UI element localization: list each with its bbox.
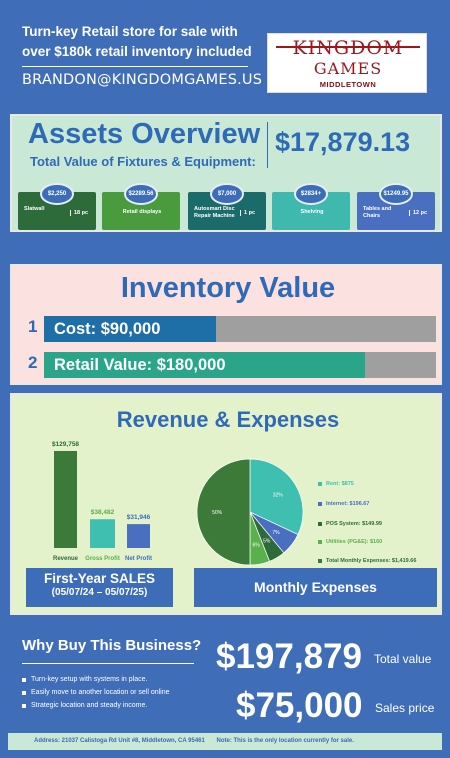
legend-swatch — [318, 502, 322, 506]
list-item: Strategic location and steady income. — [22, 699, 170, 712]
asset-qty: 1 pc — [240, 210, 255, 216]
footer-address: Address: 21037 Calistoga Rd Unit #8, Mid… — [34, 738, 205, 744]
bar-0 — [54, 451, 77, 548]
asset-label: Tables and Chairs — [363, 206, 392, 219]
sales-box-title: First-Year SALES — [43, 571, 156, 586]
logo-line2: GAMES — [313, 59, 383, 78]
bar-category-label: Gross Profit — [85, 556, 120, 562]
legend-label: POS System: $149.99 — [326, 521, 382, 527]
pie-slice-label: 5% — [263, 538, 271, 544]
asset-label: Shelving — [300, 209, 324, 215]
pie-slice-label: 32% — [273, 492, 284, 498]
bar-data-label: $38,482 — [91, 509, 115, 516]
legend-item: Rent: $875 — [318, 481, 354, 487]
revenue-title: Revenue & Expenses — [116, 407, 340, 432]
bullet-icon — [22, 703, 26, 708]
pie-slice-0 — [249, 458, 304, 536]
sword-icon — [276, 46, 420, 48]
bar-1 — [90, 519, 115, 548]
bullet-icon — [22, 690, 26, 695]
asset-badge: $2834+ — [294, 183, 328, 205]
list-item: Turn-key setup with systems in place. — [22, 673, 170, 686]
bullet-icon — [22, 677, 26, 682]
footer-note: Note: This is the only location currentl… — [216, 738, 354, 744]
asset-label: Retail displays — [122, 209, 162, 215]
inventory-bar-track-2: Retail Value: $180,000 — [44, 352, 436, 378]
pie-slice-4 — [196, 458, 251, 566]
asset-badge: $7,000 — [210, 183, 244, 205]
assets-title: Assets Overview — [28, 118, 261, 150]
contact-email[interactable]: BRANDON@KINGDOMGAMES.US — [22, 72, 263, 88]
inventory-title: Inventory Value — [120, 272, 336, 304]
logo-line3: MIDDLETOWN — [319, 80, 377, 89]
inventory-bar-num-2: 2 — [28, 353, 38, 372]
bar-category-label: Revenue — [53, 556, 79, 562]
sales-price-label: Sales price — [375, 701, 435, 715]
asset-label: Autosmart Disc Repair Machine — [194, 206, 235, 219]
pie-slice-label: 7% — [272, 530, 280, 536]
first-year-sales-box: First-Year SALES (05/07/24 – 05/07/25) — [26, 568, 173, 607]
bar-category-label: Net Profit — [125, 556, 152, 562]
revenue-charts: $129,758 Revenue $38,482 Gross Profit $31,94… — [52, 441, 304, 566]
total-value-label: Total value — [374, 652, 432, 666]
why-list: Turn-key setup with systems in place. Ea… — [22, 673, 170, 712]
header-divider — [22, 66, 248, 67]
sales-box-dates: (05/07/24 – 05/07/25) — [51, 587, 148, 598]
assets-section: Assets Overview Total Value of Fixtures … — [10, 114, 442, 232]
header-title: Turn-key Retail store for sale with over… — [22, 24, 252, 59]
legend-item: Total Monthly Expenses: $1,419.66 — [318, 558, 416, 564]
legend-label: Internet: $196.67 — [326, 501, 370, 507]
legend-label: Utilities (PG&E): $160 — [326, 539, 383, 545]
asset-qty: 18 pc — [70, 210, 88, 216]
pie-slice-label: 6% — [253, 542, 261, 548]
sales-price: $75,000 — [236, 686, 363, 725]
legend-item: Utilities (PG&E): $160 — [318, 539, 382, 545]
footer: Address: 21037 Calistoga Rd Unit #8, Mid… — [8, 733, 442, 750]
inventory-bar-cost: Cost: $90,000 — [44, 316, 217, 342]
asset-card: Autosmart Disc Repair Machine 1 pc — [188, 192, 266, 230]
list-item: Easily move to another location or sell … — [22, 686, 170, 699]
legend-item: POS System: $149.99 — [318, 521, 382, 527]
assets-subtitle: Total Value of Fixtures & Equipment: — [30, 154, 256, 169]
asset-qty: 12 pc — [409, 210, 427, 216]
legend-item: Internet: $196.67 — [318, 501, 369, 507]
inventory-bar-num-1: 1 — [28, 317, 38, 336]
why-divider — [22, 663, 194, 664]
legend-label: Rent: $875 — [326, 481, 354, 487]
bar-data-label: $129,758 — [52, 441, 79, 448]
legend-swatch — [318, 482, 322, 486]
total-value: $197,879 — [216, 637, 362, 676]
legend-swatch — [318, 559, 322, 563]
bar-data-label: $31,946 — [127, 514, 151, 521]
pie-slice-label: 50% — [212, 510, 223, 516]
asset-badge: $2289.56 — [124, 183, 158, 205]
asset-badge: $1249.95 — [379, 183, 413, 205]
monthly-expenses-box: Monthly Expenses — [194, 568, 437, 607]
legend-swatch — [318, 522, 322, 526]
inventory-section: Inventory Value 1 Cost: $90,000 2 Retail… — [10, 264, 442, 385]
inventory-bar-retail: Retail Value: $180,000 — [44, 352, 366, 378]
bar-2 — [127, 524, 150, 548]
why-title: Why Buy This Business? — [22, 637, 202, 654]
kingdom-games-logo: KINGDOM GAMES MIDDLETOWN — [267, 33, 427, 93]
inventory-bar-track-1: Cost: $90,000 — [44, 316, 436, 342]
logo-line1: KINGDOM — [292, 37, 404, 59]
legend-label: Total Monthly Expenses: $1,419.66 — [326, 558, 417, 564]
asset-badge: $2,250 — [40, 183, 74, 205]
assets-divider — [267, 122, 268, 168]
asset-label: Slatwall — [24, 206, 45, 212]
legend-swatch — [318, 540, 322, 544]
assets-total: $17,879.13 — [275, 127, 411, 157]
